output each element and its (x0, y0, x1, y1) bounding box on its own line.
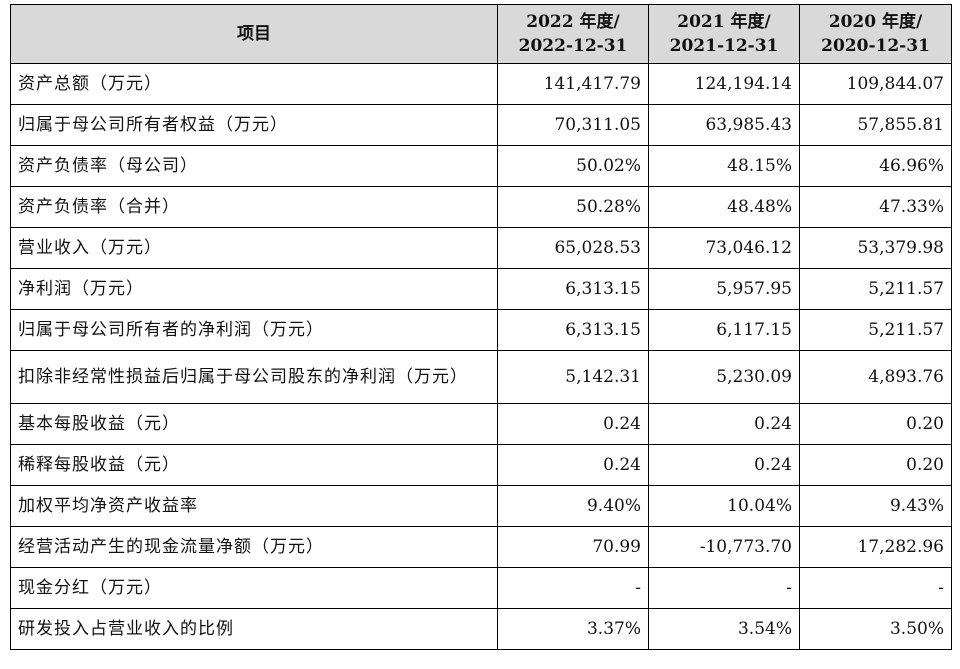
table-body: 资产总额（万元） 141,417.79 124,194.14 109,844.07 归属… (10, 63, 952, 650)
row-value: 6,313.15 (497, 309, 649, 351)
row-value: 0.20 (799, 444, 952, 486)
row-value: 3.37% (497, 608, 649, 650)
table-header: 项目 2022 年度/ 2022-12-31 2021 年度/ 2021-12-… (10, 4, 952, 64)
row-value: 109,844.07 (799, 63, 952, 105)
row-value: 0.24 (648, 403, 800, 445)
row-value: 0.24 (497, 403, 649, 445)
row-label: 扣除非经常性损益后归属于母公司股东的净利润（万元） (10, 350, 498, 404)
table-row: 资产总额（万元） 141,417.79 124,194.14 109,844.07 (10, 63, 952, 105)
row-value: 6,117.15 (648, 309, 800, 351)
row-label: 稀释每股收益（元） (10, 444, 498, 486)
header-year-2020-line1: 2020 年度/ (828, 12, 923, 32)
header-year-2022-line1: 2022 年度/ (526, 12, 620, 32)
row-value: 141,417.79 (497, 63, 649, 105)
table-row: 加权平均净资产收益率 9.40% 10.04% 9.43% (10, 485, 952, 527)
row-value: 50.28% (497, 186, 649, 228)
row-value: 0.20 (799, 403, 952, 445)
row-value: 4,893.76 (799, 350, 952, 404)
row-value: 53,379.98 (799, 227, 952, 269)
row-value: - (497, 567, 649, 609)
row-label: 归属于母公司所有者的净利润（万元） (10, 309, 498, 351)
row-value: 0.24 (497, 444, 649, 486)
row-value: 48.48% (648, 186, 800, 228)
row-value: - (799, 567, 952, 609)
table-row: 扣除非经常性损益后归属于母公司股东的净利润（万元） 5,142.31 5,230.0… (10, 350, 952, 404)
header-year-2021: 2021 年度/ 2021-12-31 (648, 4, 800, 64)
table-row: 营业收入（万元） 65,028.53 73,046.12 53,379.98 (10, 227, 952, 269)
table-row: 归属于母公司所有者的净利润（万元） 6,313.15 6,117.15 5,211.5… (10, 309, 952, 351)
table-row: 研发投入占营业收入的比例 3.37% 3.54% 3.50% (10, 608, 952, 650)
row-value: 9.40% (497, 485, 649, 527)
financial-summary-table: 项目 2022 年度/ 2022-12-31 2021 年度/ 2021-12-… (10, 4, 952, 650)
row-value: 5,230.09 (648, 350, 800, 404)
row-value: 48.15% (648, 145, 800, 187)
row-label: 研发投入占营业收入的比例 (10, 608, 498, 650)
row-value: 46.96% (799, 145, 952, 187)
row-label: 加权平均净资产收益率 (10, 485, 498, 527)
header-year-2022-line2: 2022-12-31 (518, 36, 628, 56)
header-year-2021-line2: 2021-12-31 (669, 36, 779, 56)
row-value: -10,773.70 (648, 526, 800, 568)
row-label: 现金分红（万元） (10, 567, 498, 609)
row-value: 5,211.57 (799, 268, 952, 310)
table-row: 经营活动产生的现金流量净额（万元） 70.99 -10,773.70 17,282.9… (10, 526, 952, 568)
table-row: 归属于母公司所有者权益（万元） 70,311.05 63,985.43 57,855.… (10, 104, 952, 146)
row-value: 70.99 (497, 526, 649, 568)
row-value: 6,313.15 (497, 268, 649, 310)
row-value: 65,028.53 (497, 227, 649, 269)
row-value: 0.24 (648, 444, 800, 486)
row-value: 57,855.81 (799, 104, 952, 146)
header-year-2021-line1: 2021 年度/ (677, 12, 771, 32)
header-item: 项目 (10, 4, 498, 64)
row-value: 70,311.05 (497, 104, 649, 146)
row-label: 营业收入（万元） (10, 227, 498, 269)
row-value: 47.33% (799, 186, 952, 228)
table-row: 资产负债率（母公司） 50.02% 48.15% 46.96% (10, 145, 952, 187)
row-value: 3.54% (648, 608, 800, 650)
row-value: 17,282.96 (799, 526, 952, 568)
row-value: 50.02% (497, 145, 649, 187)
row-value: - (648, 567, 800, 609)
row-label: 净利润（万元） (10, 268, 498, 310)
row-label: 资产总额（万元） (10, 63, 498, 105)
table-row: 稀释每股收益（元） 0.24 0.24 0.20 (10, 444, 952, 486)
header-year-2020-line2: 2020-12-31 (821, 36, 930, 56)
row-value: 73,046.12 (648, 227, 800, 269)
table-row: 现金分红（万元） - - - (10, 567, 952, 609)
row-value: 5,957.95 (648, 268, 800, 310)
row-value: 124,194.14 (648, 63, 800, 105)
row-value: 10.04% (648, 485, 800, 527)
table-row: 资产负债率（合并） 50.28% 48.48% 47.33% (10, 186, 952, 228)
header-year-2020: 2020 年度/ 2020-12-31 (799, 4, 952, 64)
row-label: 资产负债率（合并） (10, 186, 498, 228)
row-value: 5,142.31 (497, 350, 649, 404)
row-label: 资产负债率（母公司） (10, 145, 498, 187)
header-row: 项目 2022 年度/ 2022-12-31 2021 年度/ 2021-12-… (10, 4, 952, 64)
row-value: 5,211.57 (799, 309, 952, 351)
table-row: 净利润（万元） 6,313.15 5,957.95 5,211.57 (10, 268, 952, 310)
row-label: 基本每股收益（元） (10, 403, 498, 445)
table-row: 基本每股收益（元） 0.24 0.24 0.20 (10, 403, 952, 445)
header-year-2022: 2022 年度/ 2022-12-31 (497, 4, 649, 64)
row-label: 归属于母公司所有者权益（万元） (10, 104, 498, 146)
row-label: 经营活动产生的现金流量净额（万元） (10, 526, 498, 568)
row-value: 3.50% (799, 608, 952, 650)
row-value: 9.43% (799, 485, 952, 527)
financial-summary-table-container: 项目 2022 年度/ 2022-12-31 2021 年度/ 2021-12-… (10, 4, 952, 650)
row-value: 63,985.43 (648, 104, 800, 146)
